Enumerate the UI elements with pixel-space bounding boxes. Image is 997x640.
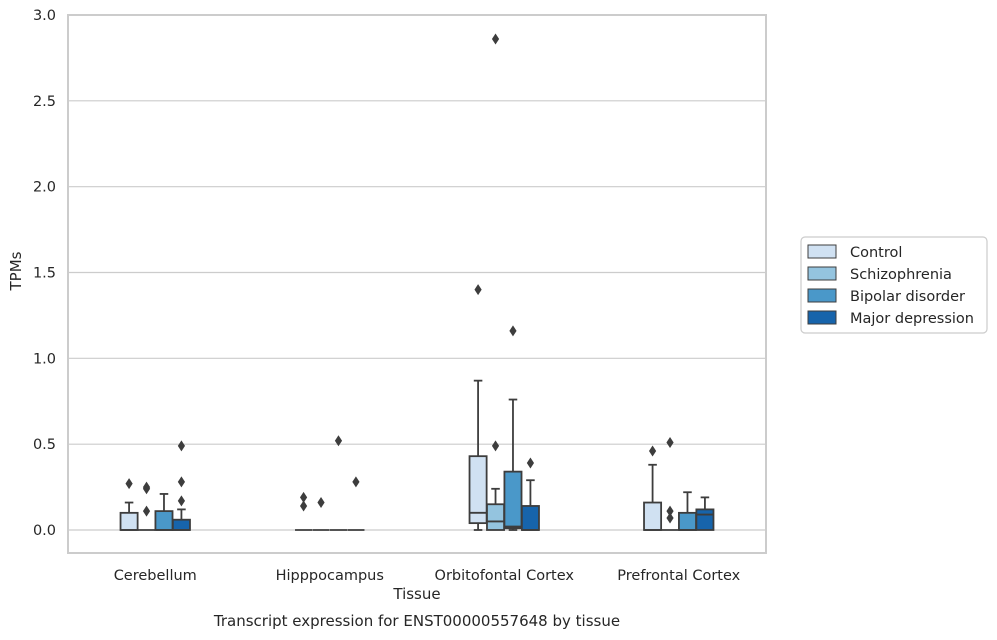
box-group [329,435,348,531]
x-tick-label: Hipppocampus [276,568,384,584]
legend-swatch [807,266,837,281]
outlier-point [142,505,151,517]
legend-label: Bipolar disorder [850,289,965,305]
box-group [503,325,523,531]
box-group [678,491,697,531]
box [154,510,174,531]
box [503,470,523,530]
outlier-point [352,476,360,488]
box-group [643,445,663,531]
box-group [295,491,313,531]
outlier-point [142,481,151,493]
box [678,511,697,531]
y-tick-label: 2.5 [33,94,56,110]
box-group [347,476,365,531]
box [468,455,488,525]
x-tick-label: Cerebellum [114,568,197,584]
box-group [695,496,715,531]
x-tick-label: Prefrontal Cortex [617,568,740,584]
outlier-point [177,440,186,452]
box [520,505,540,531]
box-group [312,497,330,531]
grid-lines [68,14,766,531]
box-group [520,457,540,531]
outlier-point [474,284,482,296]
outlier-point [177,476,186,488]
y-tick-label: 2.0 [33,180,56,196]
legend-label: Control [850,245,902,261]
outlier-point [299,491,308,503]
box-group [137,481,156,531]
box [486,503,505,531]
box-group [154,493,174,531]
x-axis-label: Tissue [392,585,440,603]
box [119,511,139,531]
outlier-point [648,445,657,457]
outlier-point [317,497,325,509]
outlier-point [509,325,517,337]
y-tick-label: 1.5 [33,266,56,282]
outlier-point [334,435,343,447]
box-group [119,478,139,531]
legend-swatch [807,288,837,303]
outlier-point [666,512,674,524]
box-plot-area [119,33,715,531]
box-group [661,436,679,531]
box [171,518,191,531]
chart-title: Transcript expression for ENST0000055764… [213,612,620,630]
outlier-point [526,457,535,469]
axes: 0.0 0.5 1.0 1.5 2.0 2.5 3.0 Cerebellum Hipppocam… [33,8,767,584]
outlier-point [299,500,308,512]
box [695,508,715,531]
outlier-point [125,478,133,490]
box [643,501,663,531]
y-tick-label: 3.0 [33,8,56,24]
y-tick-label: 0.5 [33,437,56,453]
legend-swatch [807,244,837,259]
legend-label: Major depression [850,311,974,327]
y-tick-label: 1.0 [33,351,56,367]
box-group [171,440,191,531]
legend-label: Schizophrenia [850,267,952,283]
outlier-point [666,436,674,448]
outlier-point [666,505,674,517]
plot-frame [67,14,767,554]
y-tick-label: 0.0 [33,523,56,539]
legend-frame [800,236,988,334]
x-tick-label: Orbitofontal Cortex [435,568,575,584]
box-group [468,284,488,531]
outlier-point [177,495,186,507]
outlier-point [491,33,500,45]
legend-swatch [807,310,837,325]
legend: Control Schizophrenia Bipolar disorder Majo… [800,236,988,334]
outlier-point [491,440,500,452]
y-axis-label: TPMs [7,251,25,291]
box-group [486,33,505,531]
